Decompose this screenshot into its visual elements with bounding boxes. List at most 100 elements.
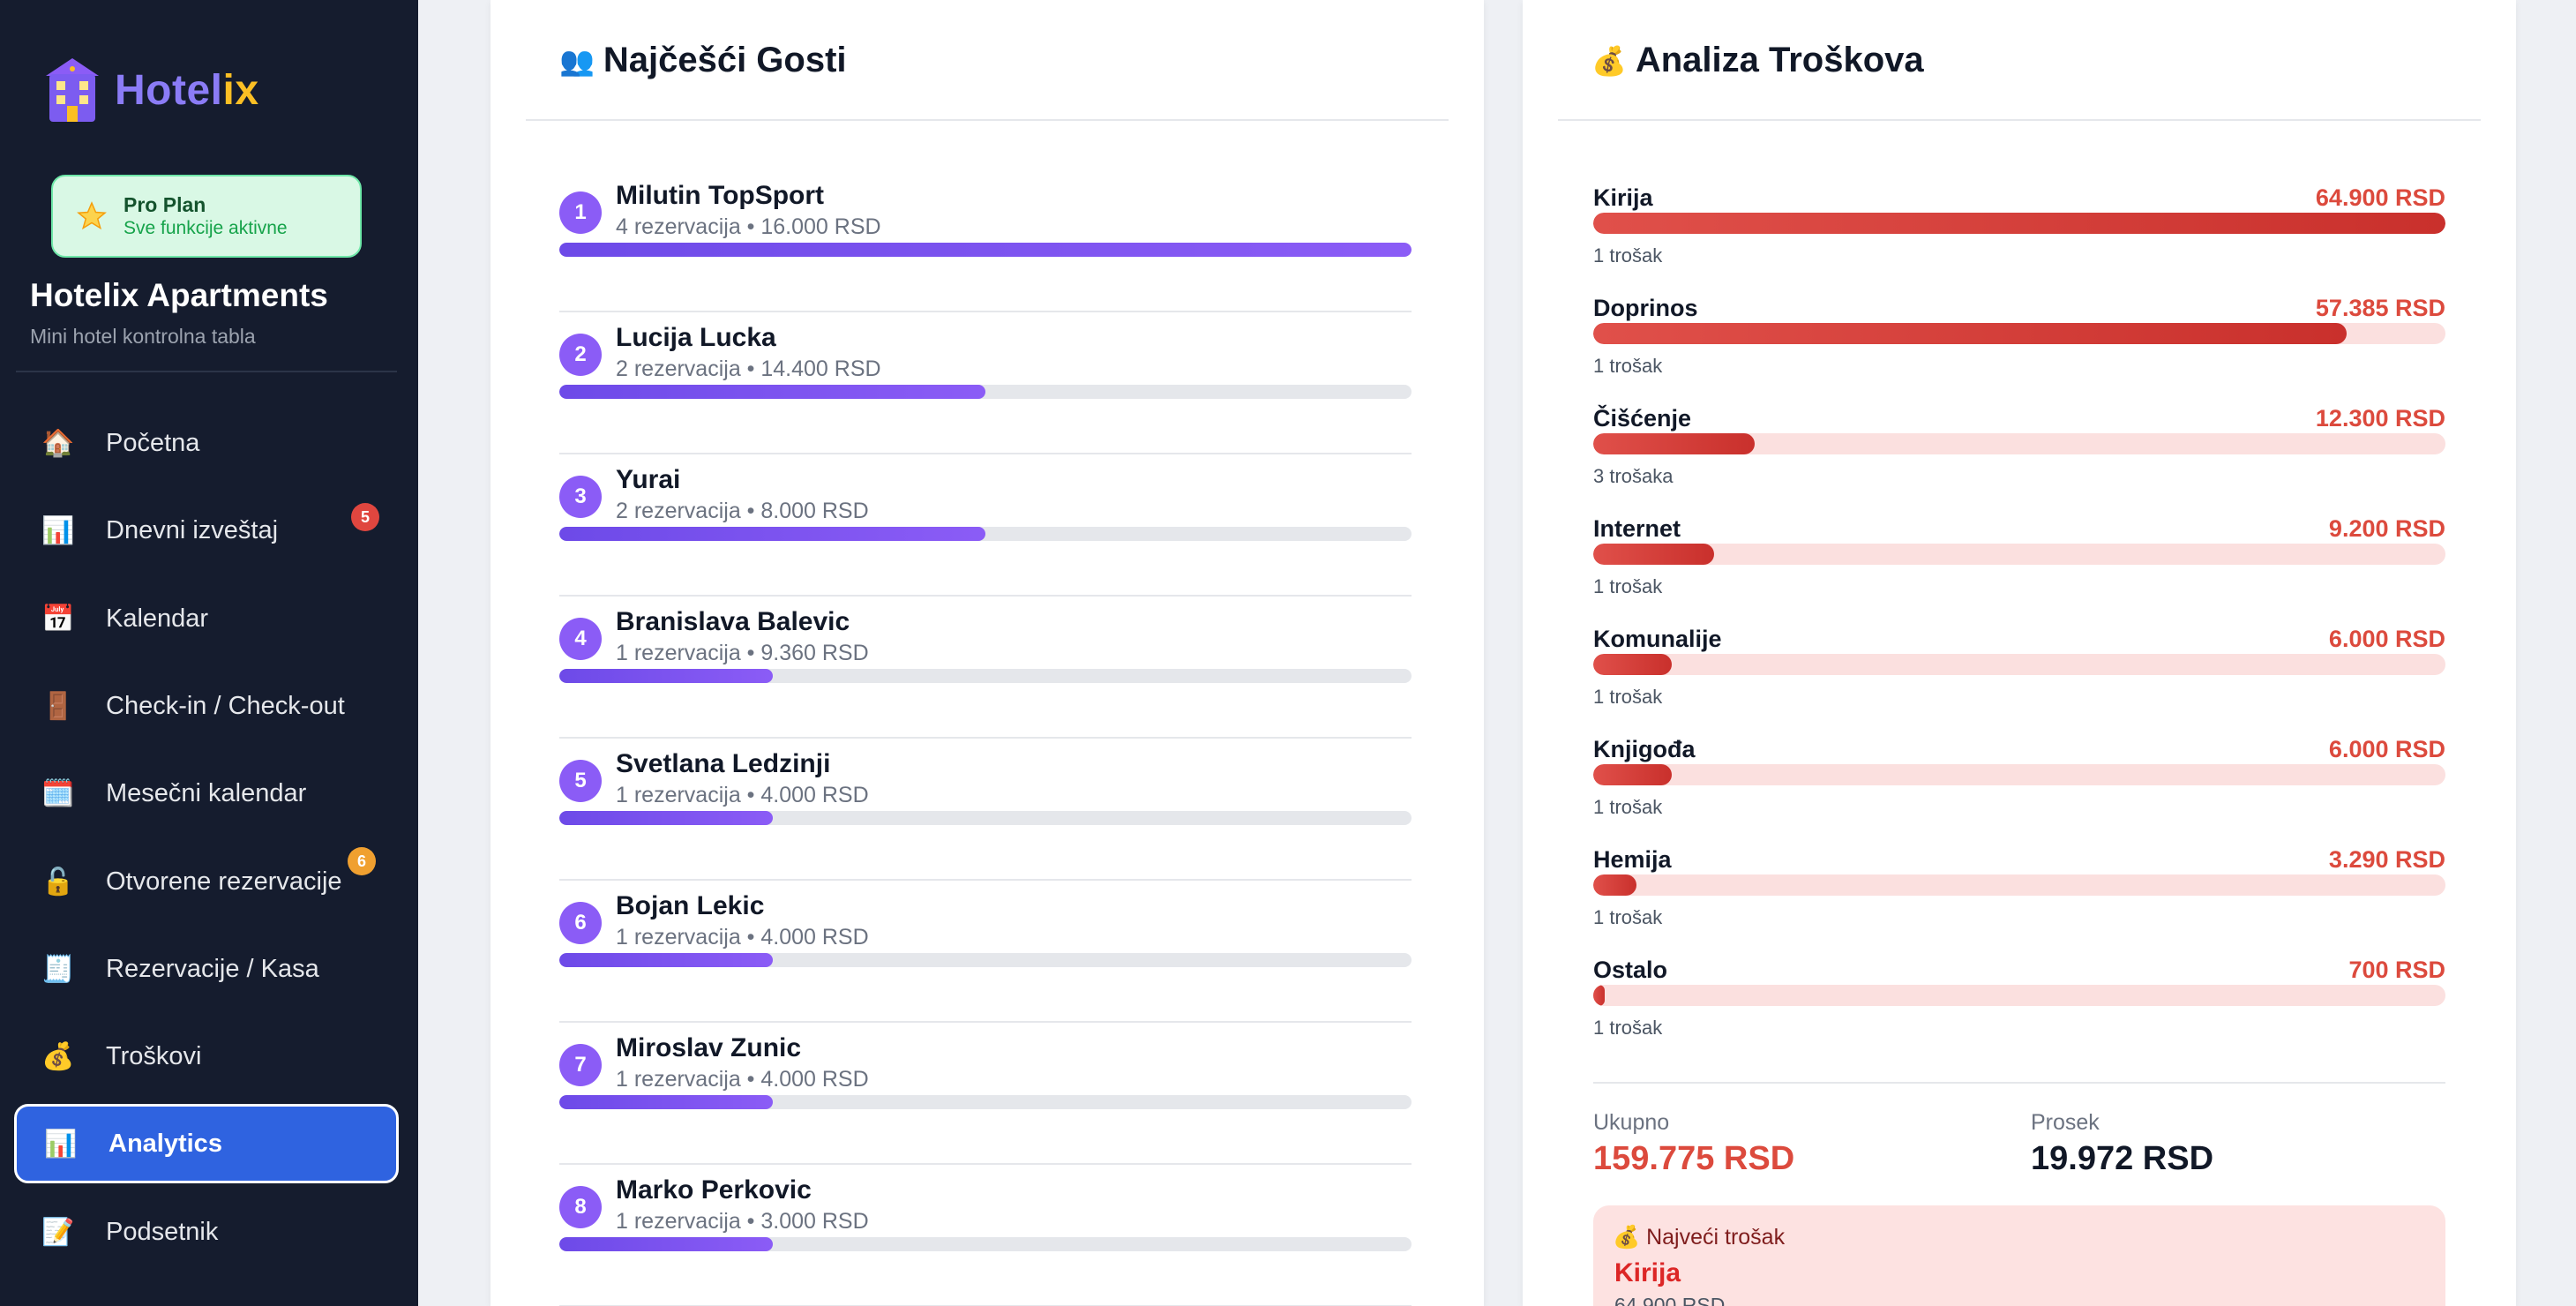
guest-rank: 2 bbox=[559, 334, 602, 376]
cost-row: Knjigođa 6.000 RSD 1 trošak bbox=[1593, 725, 2445, 836]
cost-count: 1 trošak bbox=[1593, 244, 1663, 266]
guest-name: Yurai bbox=[616, 465, 681, 494]
guest-name: Miroslav Zunic bbox=[616, 1033, 802, 1062]
guest-separator bbox=[559, 1163, 1412, 1165]
cost-row: Komunalije 6.000 RSD 1 trošak bbox=[1593, 615, 2445, 725]
door-icon: 🚪 bbox=[41, 691, 75, 721]
sidebar-item-check-in-check-out[interactable]: 🚪 Check-in / Check-out bbox=[14, 666, 399, 746]
plan-title: Pro Plan bbox=[124, 193, 206, 216]
sidebar-item-label: Analytics bbox=[109, 1129, 222, 1158]
cost-category: Internet bbox=[1593, 515, 1681, 542]
hotel-building-icon bbox=[46, 58, 99, 122]
money-bag-small-icon: 💰 bbox=[1613, 1225, 1641, 1250]
guest-progress-fill bbox=[559, 385, 985, 399]
guest-rank: 4 bbox=[559, 618, 602, 660]
guest-row[interactable]: 8 Marko Perkovic 1 rezervacija • 3.000 RSD bbox=[559, 1165, 1412, 1306]
sidebar-item-podsetnik[interactable]: 📝 Podsetnik bbox=[14, 1192, 399, 1272]
guest-progress-track bbox=[559, 1095, 1412, 1109]
guest-meta: 1 rezervacija • 4.000 RSD bbox=[616, 783, 869, 807]
analytics-icon: 📊 bbox=[44, 1129, 78, 1159]
biggest-cost-box: 💰 Najveći trošak Kirija 64.900 RSD bbox=[1593, 1205, 2445, 1306]
sidebar-item-otvorene-rezervacije[interactable]: 🔓 Otvorene rezervacije 6 bbox=[14, 842, 399, 921]
cost-bar-fill bbox=[1593, 213, 2445, 234]
cost-bar-track bbox=[1593, 433, 2445, 454]
cost-category: Čišćenje bbox=[1593, 405, 1692, 432]
home-icon: 🏠 bbox=[41, 428, 75, 458]
sidebar-item-po-etna[interactable]: 🏠 Početna bbox=[14, 403, 399, 483]
sidebar-item-tro-kovi[interactable]: 💰 Troškovi bbox=[14, 1017, 399, 1096]
cost-bar-track bbox=[1593, 764, 2445, 785]
cost-amount: 700 RSD bbox=[2348, 957, 2445, 983]
guest-rank: 8 bbox=[559, 1186, 602, 1228]
cost-bar-fill bbox=[1593, 654, 1673, 675]
app-logo[interactable]: Hotelix bbox=[42, 56, 259, 124]
cost-category: Hemija bbox=[1593, 846, 1672, 873]
money-bag-icon: 💰 bbox=[1591, 44, 1627, 77]
guest-progress-fill bbox=[559, 669, 773, 683]
notification-badge: 5 bbox=[351, 503, 379, 531]
guest-rank: 3 bbox=[559, 476, 602, 518]
chart-icon: 📊 bbox=[41, 515, 75, 545]
guest-row[interactable]: 2 Lucija Lucka 2 rezervacija • 14.400 RSD bbox=[559, 312, 1412, 454]
guest-progress-fill bbox=[559, 243, 1412, 257]
cost-bar-fill bbox=[1593, 874, 1636, 896]
frequent-guests-card: 👥 Najčešći Gosti 1 Milutin TopSport 4 reze… bbox=[490, 0, 1484, 1306]
cost-analysis-card: 💰 Analiza Troškova Kirija 64.900 RSD 1 tro… bbox=[1523, 0, 2516, 1306]
sidebar-item-analytics[interactable]: 📊 Analytics bbox=[14, 1104, 399, 1183]
guest-progress-track bbox=[559, 243, 1412, 257]
unlock-icon: 🔓 bbox=[41, 867, 75, 897]
guest-row[interactable]: 4 Branislava Balevic 1 rezervacija • 9.360… bbox=[559, 597, 1412, 739]
guest-name: Branislava Balevic bbox=[616, 607, 850, 636]
cost-bar-fill bbox=[1593, 323, 2348, 344]
guest-row[interactable]: 3 Yurai 2 rezervacija • 8.000 RSD bbox=[559, 454, 1412, 597]
guest-name: Lucija Lucka bbox=[616, 323, 776, 352]
guest-row[interactable]: 5 Svetlana Ledzinji 1 rezervacija • 4.000 … bbox=[559, 739, 1412, 881]
cost-bar-track bbox=[1593, 323, 2445, 344]
cost-amount: 3.290 RSD bbox=[2328, 846, 2445, 873]
costs-card-title: 💰 Analiza Troškova bbox=[1591, 41, 1924, 80]
total-value: 159.775 RSD bbox=[1593, 1140, 1795, 1177]
logo-text: Hotelix bbox=[115, 66, 259, 114]
guest-row[interactable]: 6 Bojan Lekic 1 rezervacija • 4.000 RSD bbox=[559, 881, 1412, 1023]
biggest-cost-label: 💰 Najveći trošak bbox=[1613, 1225, 1786, 1250]
guest-progress-track bbox=[559, 811, 1412, 825]
star-icon bbox=[77, 201, 107, 230]
guest-progress-track bbox=[559, 1237, 1412, 1251]
guest-separator bbox=[559, 737, 1412, 739]
sidebar-item-label: Dnevni izveštaj bbox=[106, 515, 279, 544]
cost-category: Ostalo bbox=[1593, 957, 1668, 983]
cost-category: Doprinos bbox=[1593, 295, 1698, 321]
guest-progress-track bbox=[559, 385, 1412, 399]
sidebar-item-mese-ni-kalendar[interactable]: 🗓️ Mesečni kalendar bbox=[14, 754, 399, 833]
sidebar-item-label: Otvorene rezervacije bbox=[106, 867, 342, 896]
sidebar-item-label: Check-in / Check-out bbox=[106, 691, 345, 720]
cost-row: Doprinos 57.385 RSD 1 trošak bbox=[1593, 284, 2445, 394]
cost-bar-track bbox=[1593, 874, 2445, 896]
cost-row: Čišćenje 12.300 RSD 3 trošaka bbox=[1593, 394, 2445, 505]
guest-rank: 5 bbox=[559, 760, 602, 802]
guest-row[interactable]: 7 Miroslav Zunic 1 rezervacija • 4.000 RSD bbox=[559, 1023, 1412, 1165]
cost-count: 1 trošak bbox=[1593, 686, 1663, 708]
guest-row[interactable]: 1 Milutin TopSport 4 rezervacija • 16.000 … bbox=[559, 170, 1412, 312]
sidebar-item-kalendar[interactable]: 📅 Kalendar bbox=[14, 579, 399, 658]
cost-count: 1 trošak bbox=[1593, 575, 1663, 597]
money-bag-icon: 💰 bbox=[41, 1041, 75, 1071]
guests-card-title: 👥 Najčešći Gosti bbox=[559, 41, 847, 80]
sidebar-item-rezervacije-kasa[interactable]: 🧾 Rezervacije / Kasa bbox=[14, 929, 399, 1009]
guest-name: Marko Perkovic bbox=[616, 1175, 812, 1205]
cost-amount: 9.200 RSD bbox=[2328, 515, 2445, 542]
people-icon: 👥 bbox=[559, 44, 595, 77]
cost-row: Kirija 64.900 RSD 1 trošak bbox=[1593, 174, 2445, 284]
guest-name: Bojan Lekic bbox=[616, 891, 765, 920]
costs-title-text: Analiza Troškova bbox=[1635, 41, 1924, 79]
guest-meta: 1 rezervacija • 4.000 RSD bbox=[616, 1067, 869, 1092]
sidebar-item-dnevni-izve-taj[interactable]: 📊 Dnevni izveštaj 5 bbox=[14, 491, 399, 570]
cost-row: Ostalo 700 RSD 1 trošak bbox=[1593, 946, 2445, 1056]
memo-icon: 📝 bbox=[41, 1217, 75, 1247]
sidebar: Hotelix Pro Plan Sve funkcije aktivne Ho… bbox=[0, 0, 418, 1306]
monthly-calendar-icon: 🗓️ bbox=[41, 778, 75, 808]
cost-bar-fill bbox=[1593, 764, 1673, 785]
guest-meta: 1 rezervacija • 4.000 RSD bbox=[616, 925, 869, 949]
pro-plan-badge[interactable]: Pro Plan Sve funkcije aktivne bbox=[51, 175, 362, 258]
plan-subtitle: Sve funkcije aktivne bbox=[124, 218, 288, 238]
